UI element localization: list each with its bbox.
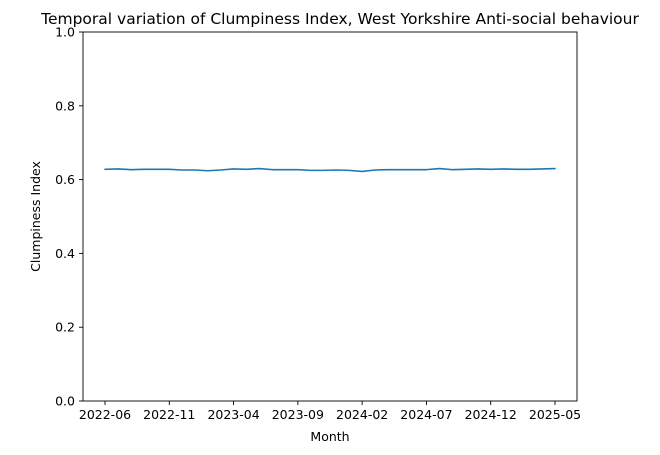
chart-title: Temporal variation of Clumpiness Index, …: [40, 10, 639, 28]
x-tick-label: 2022-11: [143, 407, 195, 422]
y-tick-label: 0.0: [55, 394, 75, 409]
x-tick-label: 2023-04: [207, 407, 259, 422]
x-tick-label: 2023-09: [272, 407, 324, 422]
y-axis-label: Clumpiness Index: [28, 161, 43, 272]
plot-frame: [82, 31, 578, 402]
y-axis: 0.0 0.2 0.4 0.6 0.8 1.0: [55, 25, 83, 409]
y-tick-label: 0.6: [55, 172, 75, 187]
y-tick-label: 1.0: [55, 25, 75, 40]
x-axis: 2022-06 2022-11 2023-04 2023-09 2024-02 2024-…: [79, 401, 581, 422]
x-tick-label: 2024-02: [336, 407, 388, 422]
x-tick-label: 2024-12: [465, 407, 517, 422]
y-tick-label: 0.8: [55, 98, 75, 113]
x-tick-label: 2022-06: [79, 407, 131, 422]
x-axis-label: Month: [310, 429, 349, 444]
y-tick-label: 0.4: [55, 246, 75, 261]
x-tick-label: 2024-07: [400, 407, 452, 422]
series-line-clumpiness: [104, 167, 556, 173]
x-tick-label: 2025-05: [529, 407, 581, 422]
y-tick-label: 0.2: [55, 320, 75, 335]
